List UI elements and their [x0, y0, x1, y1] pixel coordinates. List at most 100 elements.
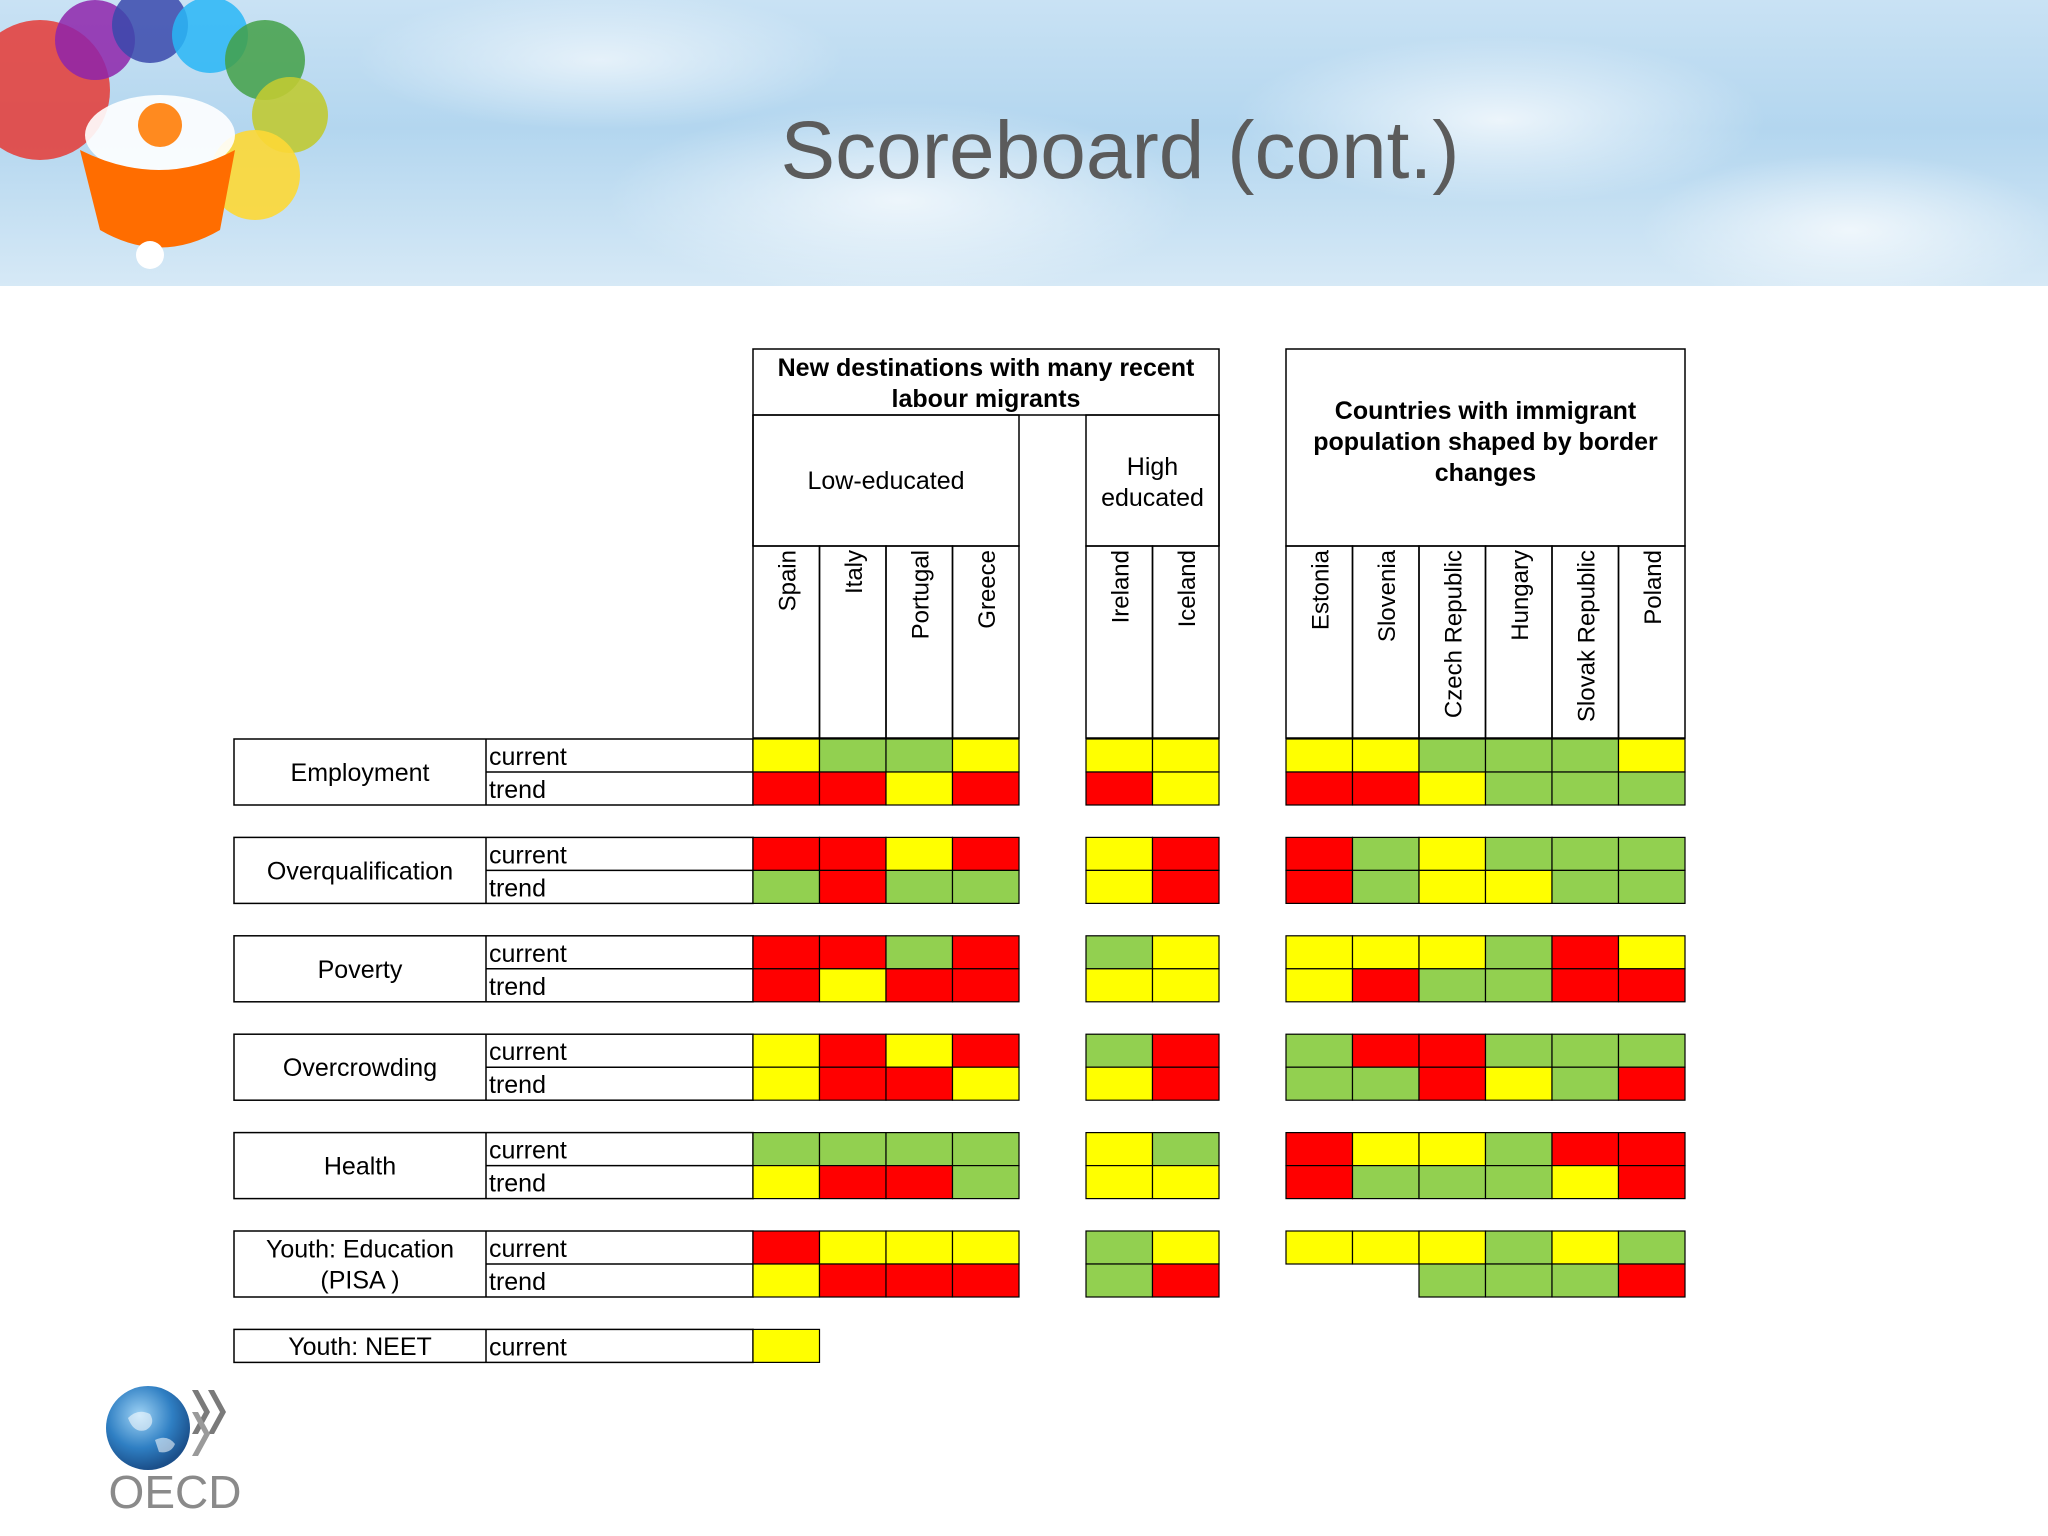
row-type-label-current: current: [489, 841, 567, 869]
score-cell-italy-current: [818, 935, 887, 970]
score-cell-portugal-current: [885, 738, 954, 773]
score-cell-hungary-trend: [1484, 1263, 1553, 1298]
row-type-label-trend: trend: [489, 1071, 546, 1099]
score-cell-slovak-republic-trend: [1551, 771, 1620, 806]
score-cell-poland-current: [1617, 935, 1686, 970]
score-cell-estonia-trend: [1285, 968, 1354, 1003]
header-banner: Scoreboard (cont.): [0, 0, 2048, 286]
country-label-slovak-republic: Slovak Republic: [1573, 550, 1600, 722]
indicator-name: Health: [324, 1153, 396, 1181]
indicator-name: Overcrowding: [283, 1054, 437, 1082]
score-cell-slovak-republic-trend: [1551, 1066, 1620, 1101]
score-cell-spain-trend: [752, 1066, 821, 1101]
score-cell-czech-republic-current: [1418, 1230, 1487, 1265]
score-cell-estonia-trend: [1285, 1066, 1354, 1101]
score-cell-iceland-trend: [1151, 1263, 1220, 1298]
score-cell-slovenia-current: [1351, 1033, 1420, 1068]
score-cell-spain-current: [752, 1033, 821, 1068]
score-cell-iceland-trend: [1151, 1066, 1220, 1101]
score-cell-portugal-trend: [885, 1263, 954, 1298]
score-cell-poland-trend: [1617, 869, 1686, 905]
score-cell-slovak-republic-trend: [1551, 1164, 1620, 1200]
score-cell-portugal-trend: [885, 1066, 954, 1101]
group-title-line: changes: [1435, 459, 1536, 487]
score-cell-greece-current: [951, 1131, 1020, 1167]
score-cell-greece-current: [951, 1230, 1020, 1265]
score-cell-iceland-current: [1151, 935, 1220, 970]
indicator-name: Employment: [291, 759, 430, 787]
oecd-logo-text: OECD: [109, 1466, 242, 1514]
group-title-line: New destinations with many recent: [778, 354, 1195, 382]
score-cell-slovak-republic-current: [1551, 1230, 1620, 1265]
score-cell-iceland-current: [1151, 1131, 1220, 1167]
score-cell-poland-trend: [1617, 1164, 1686, 1200]
score-cell-portugal-current: [885, 836, 954, 872]
score-cell-hungary-current: [1484, 935, 1553, 970]
score-cell-portugal-trend: [885, 869, 954, 905]
score-cell-hungary-trend: [1484, 1164, 1553, 1200]
country-label-italy: Italy: [841, 550, 868, 594]
score-cell-poland-trend: [1617, 1263, 1686, 1298]
score-cell-czech-republic-current: [1418, 1033, 1487, 1068]
row-type-label-current: current: [489, 1235, 567, 1263]
score-cell-greece-current: [951, 935, 1020, 970]
row-type-label-trend: trend: [489, 1268, 546, 1296]
subgroup-label: High: [1127, 453, 1178, 481]
score-cell-estonia-trend: [1285, 771, 1354, 806]
group-title-line: Countries with immigrant: [1335, 397, 1637, 425]
oecd-logo: OECD: [106, 1386, 242, 1514]
subgroup-label: Low-educated: [807, 467, 964, 495]
score-cell-spain-current: [752, 836, 821, 872]
score-cell-czech-republic-trend: [1418, 1066, 1487, 1101]
country-label-slovenia: Slovenia: [1374, 549, 1401, 642]
score-cell-greece-current: [951, 1033, 1020, 1068]
score-cell-greece-trend: [951, 1164, 1020, 1200]
score-cell-iceland-trend: [1151, 771, 1220, 806]
score-cell-czech-republic-current: [1418, 836, 1487, 872]
score-cell-spain-trend: [752, 771, 821, 806]
indicator-block-health: Health current trend: [233, 1131, 1686, 1200]
score-cell-ireland-trend: [1085, 1164, 1154, 1200]
group-title-line: population shaped by border: [1313, 428, 1658, 456]
score-cell-greece-trend: [951, 771, 1020, 806]
score-cell-estonia-current: [1285, 1230, 1354, 1265]
score-cell-slovak-republic-current: [1551, 1033, 1620, 1068]
score-cell-ireland-current: [1085, 1033, 1154, 1068]
country-label-hungary: Hungary: [1507, 550, 1534, 641]
score-cell-ireland-current: [1085, 1230, 1154, 1265]
score-cell-spain-trend: [752, 1164, 821, 1200]
indicator-name: (PISA ): [320, 1267, 399, 1295]
score-cell-hungary-trend: [1484, 869, 1553, 905]
score-cell-slovak-republic-trend: [1551, 1263, 1620, 1298]
score-cell-czech-republic-trend: [1418, 771, 1487, 806]
score-cell-ireland-trend: [1085, 1066, 1154, 1101]
score-cell-slovenia-current: [1351, 935, 1420, 970]
score-cell-iceland-current: [1151, 1033, 1220, 1068]
score-cell-czech-republic-trend: [1418, 1164, 1487, 1200]
row-type-label-current: current: [489, 743, 567, 771]
indicator-block-poverty: Poverty current trend: [233, 935, 1686, 1003]
row-type-label-trend: trend: [489, 776, 546, 804]
score-cell-slovenia-trend: [1351, 968, 1420, 1003]
score-cell-czech-republic-trend: [1418, 869, 1487, 905]
score-cell-slovak-republic-current: [1551, 738, 1620, 773]
score-cell-hungary-current: [1484, 1033, 1553, 1068]
score-cell-slovak-republic-current: [1551, 935, 1620, 970]
score-cell-estonia-current: [1285, 836, 1354, 872]
score-cell-greece-current: [951, 836, 1020, 872]
score-cell-hungary-trend: [1484, 771, 1553, 806]
score-cell-portugal-current: [885, 1230, 954, 1265]
row-type-label-current: current: [489, 1038, 567, 1066]
score-cell-poland-current: [1617, 836, 1686, 872]
indicator-label-box: [233, 1328, 754, 1364]
score-cell-slovenia-trend: [1351, 1066, 1420, 1101]
score-cell-ireland-current: [1085, 1131, 1154, 1167]
puzzle-people-illustration: [0, 0, 328, 269]
row-type-label-trend: trend: [489, 874, 546, 902]
indicator-block-overcrowding: Overcrowding current trend: [233, 1033, 1686, 1101]
score-cell-slovenia-current: [1351, 738, 1420, 773]
score-cell-czech-republic-current: [1418, 738, 1487, 773]
score-cell-slovak-republic-trend: [1551, 869, 1620, 905]
score-cell-hungary-trend: [1484, 1066, 1553, 1101]
